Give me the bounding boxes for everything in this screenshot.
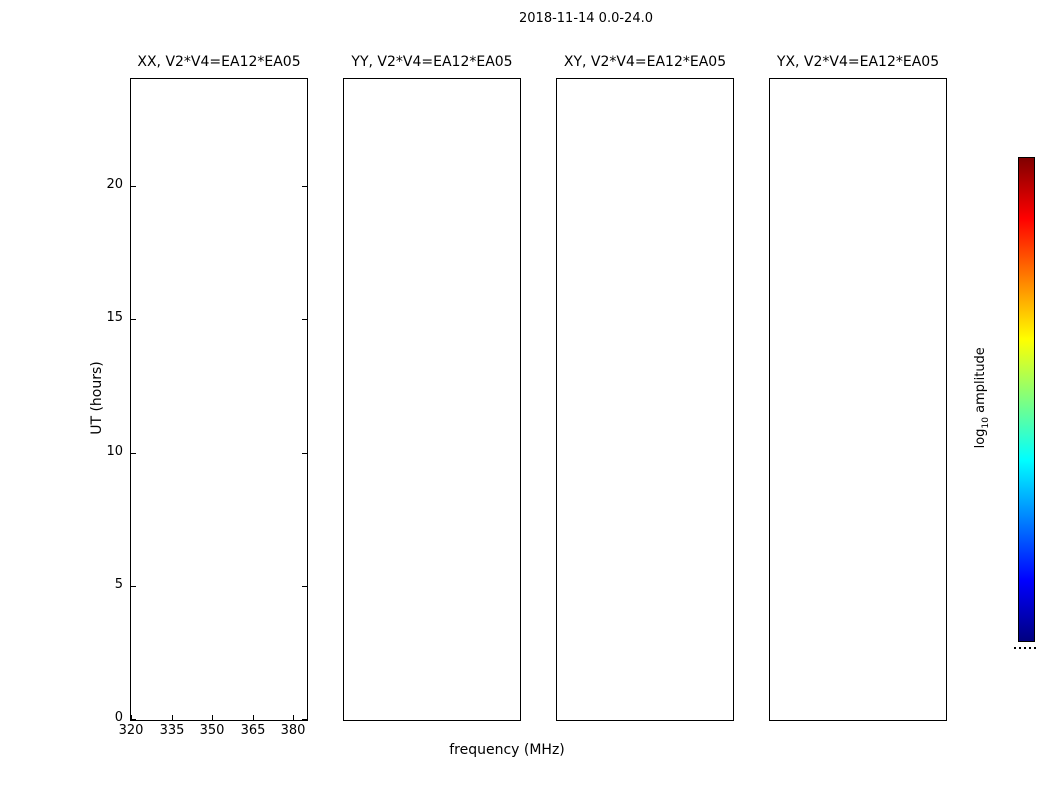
x-tick bbox=[293, 715, 294, 720]
panel-title-xx: XX, V2*V4=EA12*EA05 bbox=[137, 54, 301, 70]
spectrogram-band-yx bbox=[770, 79, 946, 111]
y-tick-label: 20 bbox=[106, 177, 123, 192]
panel-title-yy: YY, V2*V4=EA12*EA05 bbox=[351, 54, 513, 70]
y-tick-label: 15 bbox=[106, 310, 123, 325]
y-tick bbox=[302, 719, 307, 720]
x-tick bbox=[131, 715, 132, 720]
y-tick bbox=[131, 586, 136, 587]
x-tick-label: 320 bbox=[118, 723, 144, 738]
panel-title-yx: YX, V2*V4=EA12*EA05 bbox=[776, 54, 940, 70]
x-tick-label: 335 bbox=[159, 723, 185, 738]
panel-title-xy: XY, V2*V4=EA12*EA05 bbox=[563, 54, 727, 70]
colorbar-dotted-line bbox=[1014, 647, 1039, 649]
y-tick-label: 5 bbox=[114, 577, 123, 592]
x-tick-label: 350 bbox=[199, 723, 225, 738]
y-tick-label: 10 bbox=[106, 444, 123, 459]
colorbar-label: log10 amplitude bbox=[973, 318, 991, 478]
plot-area-xx bbox=[130, 78, 308, 721]
figure-title: 2018-11-14 0.0-24.0 bbox=[519, 11, 653, 26]
y-tick bbox=[131, 719, 136, 720]
y-tick bbox=[302, 453, 307, 454]
plot-area-yx bbox=[769, 78, 947, 721]
y-tick bbox=[131, 319, 136, 320]
y-tick bbox=[131, 186, 136, 187]
colorbar-label-rest: amplitude bbox=[973, 347, 989, 418]
spectrogram-band-xy bbox=[557, 79, 733, 111]
colorbar-label-base: log bbox=[973, 428, 989, 449]
y-tick bbox=[302, 319, 307, 320]
x-tick bbox=[212, 715, 213, 720]
spectrogram-band-yy bbox=[344, 79, 520, 111]
colorbar bbox=[1018, 157, 1035, 642]
x-tick-label: 380 bbox=[280, 723, 306, 738]
y-tick bbox=[302, 586, 307, 587]
plot-area-yy bbox=[343, 78, 521, 721]
y-tick bbox=[302, 186, 307, 187]
y-tick-label: 0 bbox=[114, 710, 123, 725]
x-tick-label: 365 bbox=[240, 723, 266, 738]
y-axis-label: UT (hours) bbox=[89, 361, 105, 435]
x-tick bbox=[172, 715, 173, 720]
x-tick bbox=[253, 715, 254, 720]
spectrogram-band-xx bbox=[131, 79, 307, 111]
plot-area-xy bbox=[556, 78, 734, 721]
x-axis-label: frequency (MHz) bbox=[449, 742, 565, 758]
y-tick bbox=[131, 453, 136, 454]
colorbar-label-sub: 10 bbox=[980, 417, 991, 429]
